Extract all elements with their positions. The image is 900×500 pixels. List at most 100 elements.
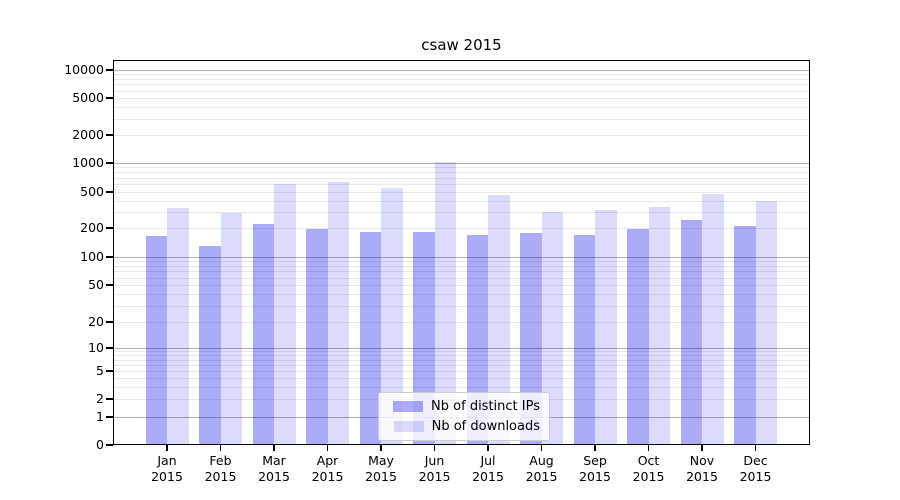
- y-tick-label-5000: 5000: [72, 90, 104, 105]
- y-tick-mark: [106, 284, 113, 286]
- x-tick-mark: [701, 445, 703, 451]
- gridline-minor: [113, 228, 810, 229]
- bar-downloads-mar: [274, 184, 296, 445]
- legend-swatch-distinct-ips: [393, 401, 424, 412]
- bar-distinct-ips-sep: [573, 234, 595, 445]
- x-tick-label-month: May: [368, 453, 394, 468]
- gridline-minor: [113, 364, 810, 366]
- x-tick-label-month: Jun: [424, 453, 445, 468]
- chart-title: csaw 2015: [421, 36, 502, 54]
- x-tick-label-year: 2015: [418, 469, 451, 484]
- x-tick-mark: [433, 445, 436, 451]
- x-tick-label-may: May 2015: [351, 453, 411, 485]
- bar-distinct-ips-nov: [680, 220, 702, 445]
- y-tick-mark: [106, 134, 113, 136]
- y-tick-mark: [106, 398, 113, 400]
- gridline-minor: [113, 212, 810, 214]
- bar-downloads-jan: [167, 208, 189, 445]
- y-tick-mark: [106, 69, 113, 71]
- y-tick-label-0: 0: [96, 437, 104, 452]
- x-tick-mark: [594, 445, 596, 451]
- gridline-minor: [113, 386, 810, 388]
- gridline-minor: [113, 90, 810, 92]
- y-tick-mark: [106, 321, 113, 323]
- gridline-minor: [113, 107, 810, 108]
- x-tick-mark: [487, 445, 489, 451]
- x-tick-label-jan: Jan 2015: [137, 453, 197, 485]
- legend-entry-downloads: Nb of downloads: [386, 419, 540, 434]
- x-tick-mark: [380, 445, 382, 451]
- legend-label-distinct-ips: Nb of distinct IPs: [431, 399, 540, 414]
- x-tick-label-month: Sep: [583, 453, 607, 468]
- x-tick-label-feb: Feb 2015: [191, 453, 251, 485]
- x-tick-mark: [166, 445, 168, 451]
- x-tick-label-apr: Apr 2015: [298, 453, 358, 485]
- gridline-minor: [113, 135, 810, 136]
- bar-distinct-ips-aug: [520, 232, 542, 445]
- legend: Nb of distinct IPs Nb of downloads: [378, 392, 550, 441]
- bar-downloads-jun: [434, 162, 456, 445]
- gridline-minor: [113, 371, 810, 372]
- x-tick-mark: [754, 445, 757, 451]
- x-tick-label-year: 2015: [686, 469, 718, 484]
- x-tick-label-year: 2015: [472, 469, 504, 484]
- gridline-minor: [113, 277, 810, 279]
- x-tick-label-year: 2015: [579, 469, 611, 484]
- bar-distinct-ips-apr: [306, 228, 328, 445]
- legend-label-downloads: Nb of downloads: [431, 419, 540, 434]
- gridline-minor: [113, 351, 810, 353]
- x-tick-mark: [326, 445, 329, 451]
- y-tick-mark: [106, 370, 113, 372]
- x-tick-label-month: Oct: [637, 453, 660, 468]
- y-tick-label-200: 200: [80, 220, 104, 235]
- bar-distinct-ips-mar: [252, 224, 274, 445]
- gridline-minor: [113, 261, 810, 263]
- y-tick-label-1000: 1000: [72, 155, 104, 170]
- y-tick-mark: [106, 256, 113, 258]
- x-tick-label-month: Feb: [209, 453, 232, 468]
- bar-downloads-may: [381, 188, 403, 445]
- y-tick-label-500: 500: [80, 184, 104, 199]
- x-tick-mark: [647, 445, 650, 451]
- x-tick-label-mar: Mar 2015: [244, 453, 304, 485]
- gridline-minor: [113, 266, 810, 267]
- y-tick-label-20: 20: [88, 314, 104, 329]
- x-tick-label-year: 2015: [311, 469, 344, 484]
- gridline-minor: [113, 167, 810, 169]
- bar-distinct-ips-jan: [145, 236, 167, 445]
- plot-area: Nb of distinct IPs Nb of downloads: [113, 60, 810, 445]
- x-tick-label-month: Jul: [480, 453, 496, 468]
- x-tick-label-nov: Nov 2015: [672, 453, 732, 485]
- x-tick-label-year: 2015: [632, 469, 665, 484]
- gridline-minor: [113, 322, 810, 323]
- x-tick-label-year: 2015: [258, 469, 290, 484]
- bar-distinct-ips-oct: [627, 228, 649, 445]
- gridline-minor: [113, 377, 810, 379]
- bar-downloads-oct: [648, 207, 670, 445]
- y-tick-mark: [106, 416, 113, 418]
- x-tick-mark: [219, 445, 222, 451]
- gridline-minor: [113, 118, 810, 120]
- gridline-minor: [113, 79, 810, 80]
- gridline-major: [113, 348, 810, 349]
- x-tick-label-month: Nov: [689, 453, 715, 468]
- x-tick-label-year: 2015: [151, 469, 183, 484]
- gridline-minor: [113, 294, 810, 295]
- y-tick-label-5: 5: [96, 363, 104, 378]
- y-tick-label-2: 2: [96, 391, 104, 406]
- y-tick-label-100: 100: [80, 249, 104, 264]
- bar-downloads-sep: [595, 209, 617, 445]
- x-tick-label-aug: Aug 2015: [512, 453, 572, 485]
- y-tick-mark: [106, 97, 113, 99]
- gridline-minor: [113, 84, 810, 86]
- x-tick-label-month: Jan: [157, 453, 177, 468]
- y-tick-mark: [106, 444, 113, 446]
- x-tick-label-jun: Jun 2015: [405, 453, 465, 485]
- x-tick-label-jul: Jul 2015: [458, 453, 518, 485]
- bar-downloads-aug: [541, 212, 563, 445]
- x-tick-label-oct: Oct 2015: [619, 453, 679, 485]
- x-tick-label-month: Apr: [316, 453, 339, 468]
- bar-distinct-ips-feb: [199, 246, 221, 445]
- gridline-minor: [113, 98, 810, 99]
